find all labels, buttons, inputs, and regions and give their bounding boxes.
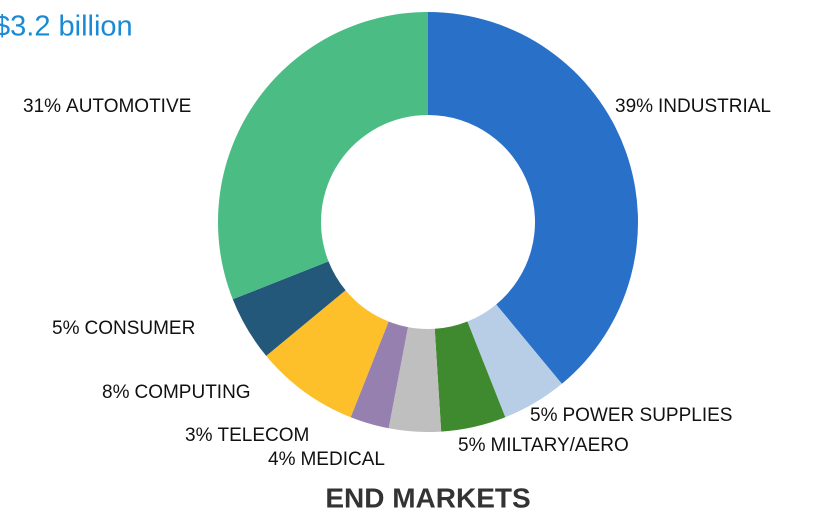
donut-slice: [434, 321, 506, 432]
chart-subtitle: END MARKETS: [325, 482, 530, 513]
slice-label: 31% AUTOMOTIVE: [23, 96, 191, 117]
donut-slice: [350, 321, 408, 429]
donut-slice: [388, 327, 442, 432]
slice-label: 39% INDUSTRIAL: [615, 96, 771, 117]
slice-percent: 8%: [102, 382, 130, 403]
slice-label: 3% TELECOM: [185, 425, 309, 446]
donut-slice: [467, 304, 562, 418]
slice-label: 4% MEDICAL: [268, 449, 385, 470]
donut-slice: [266, 290, 389, 418]
slice-label: 5% MILTARY/AERO: [458, 435, 629, 456]
slice-name: POWER SUPPLIES: [562, 405, 732, 426]
slice-name: AUTOMOTIVE: [66, 96, 191, 117]
slice-name: COMPUTING: [134, 382, 250, 403]
slice-percent: 3%: [185, 425, 213, 446]
slice-percent: 39%: [615, 96, 653, 117]
slice-percent: 5%: [52, 318, 80, 339]
slice-label: 5% POWER SUPPLIES: [530, 405, 732, 426]
slice-percent: 5%: [530, 405, 558, 426]
donut-slice: [232, 261, 346, 356]
slice-name: TELECOM: [217, 425, 309, 446]
slice-label: 8% COMPUTING: [102, 382, 251, 403]
slice-percent: 5%: [458, 435, 486, 456]
slice-name: MILTARY/AERO: [490, 435, 628, 456]
donut-slice: [428, 12, 638, 384]
slice-name: INDUSTRIAL: [658, 96, 771, 117]
slice-label: 5% CONSUMER: [52, 318, 195, 339]
slice-name: CONSUMER: [84, 318, 195, 339]
chart-title: $3.2 billion: [0, 11, 133, 43]
slice-percent: 31%: [23, 96, 61, 117]
donut-slice: [217, 12, 428, 300]
slice-percent: 4%: [268, 449, 296, 470]
slice-name: MEDICAL: [300, 449, 384, 470]
